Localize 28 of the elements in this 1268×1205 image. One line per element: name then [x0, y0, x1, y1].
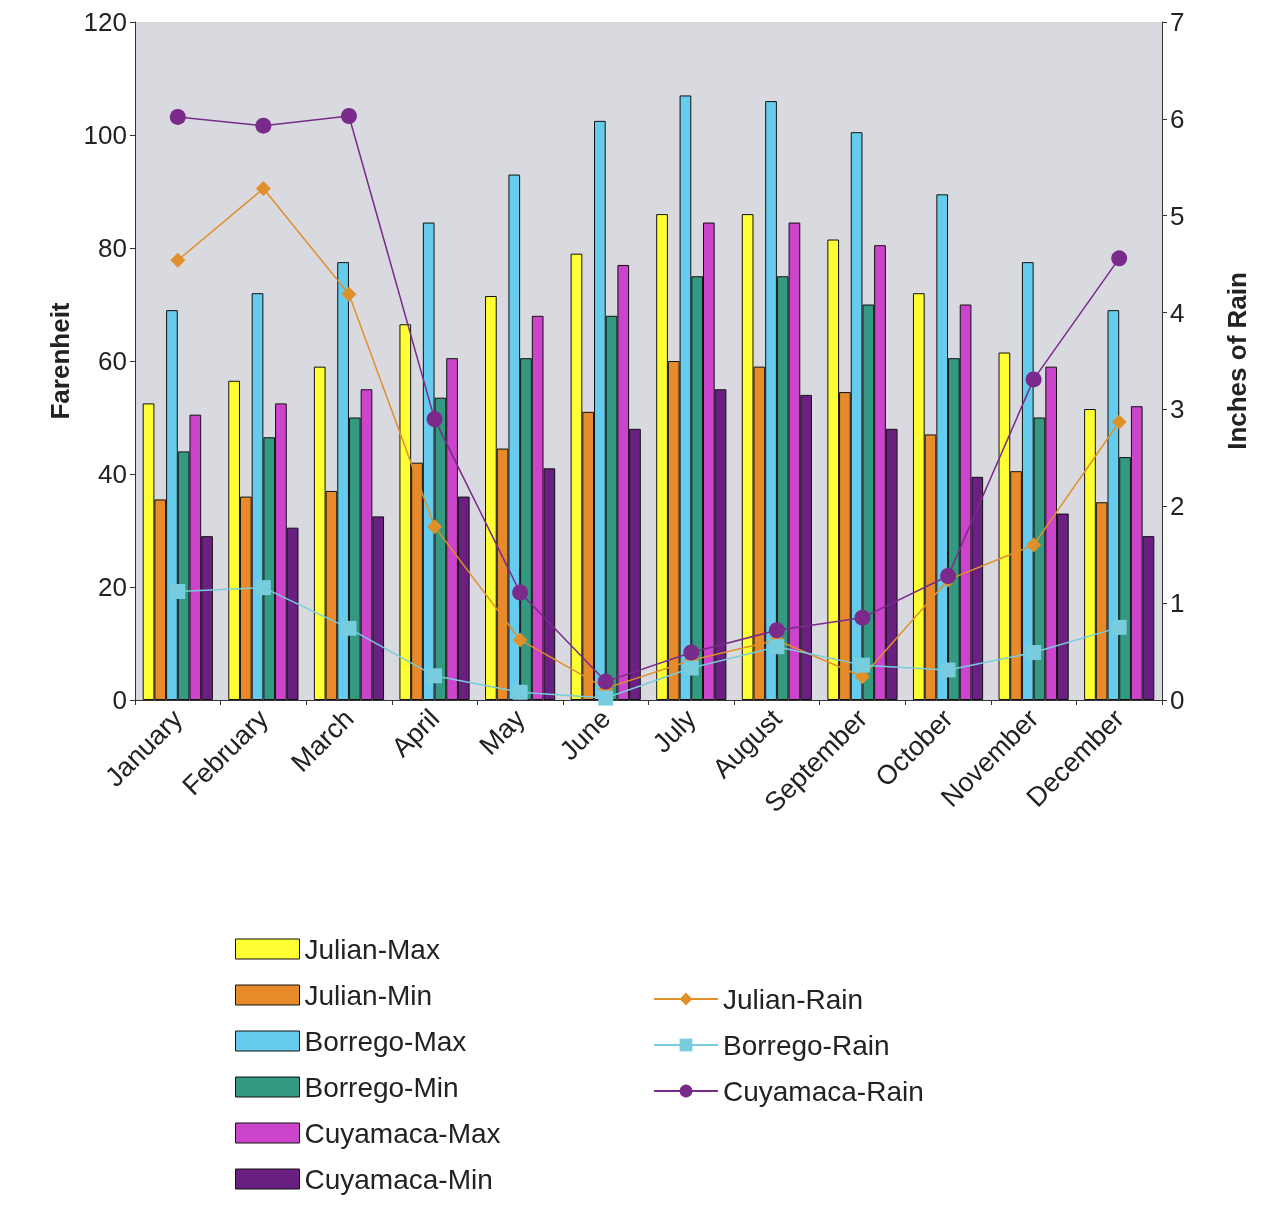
y-tick-label: 80 [98, 233, 127, 263]
x-tick-label: May [473, 703, 532, 761]
y-tick-label: 60 [98, 346, 127, 376]
y-tick-label: 0 [112, 685, 127, 715]
legend-label: Borrego-Rain [723, 1029, 890, 1061]
y-axis-title: Farenheit [44, 302, 75, 420]
y2-tick-label: 1 [1170, 588, 1185, 619]
y2-tick-label: 2 [1170, 491, 1185, 522]
legend-label: Julian-Min [304, 979, 433, 1011]
legend-label: Cuyamaca-Max [304, 1117, 501, 1149]
legend-label: Julian-Rain [723, 983, 864, 1015]
y2-tick-label: 3 [1170, 394, 1185, 425]
legend-label: Borrego-Min [304, 1071, 459, 1103]
y-tick-label: 20 [98, 572, 127, 602]
legend-label: Cuyamaca-Rain [723, 1075, 924, 1107]
legend-label: Borrego-Max [304, 1025, 467, 1057]
y-tick-label: 120 [83, 7, 127, 37]
y2-axis-title: Inches of Rain [1222, 272, 1252, 450]
y2-tick-label: 4 [1170, 297, 1185, 328]
y-tick-label: 40 [98, 459, 127, 489]
y-tick-label: 100 [83, 120, 127, 150]
y2-tick-label: 7 [1170, 7, 1185, 37]
x-tick-label: July [646, 703, 703, 759]
y2-tick-label: 6 [1170, 103, 1185, 134]
legend-label: Julian-Max [304, 933, 440, 965]
y2-tick-label: 5 [1170, 200, 1185, 231]
y2-tick-label: 0 [1170, 685, 1185, 715]
legend-label: Cuyamaca-Min [304, 1163, 493, 1195]
